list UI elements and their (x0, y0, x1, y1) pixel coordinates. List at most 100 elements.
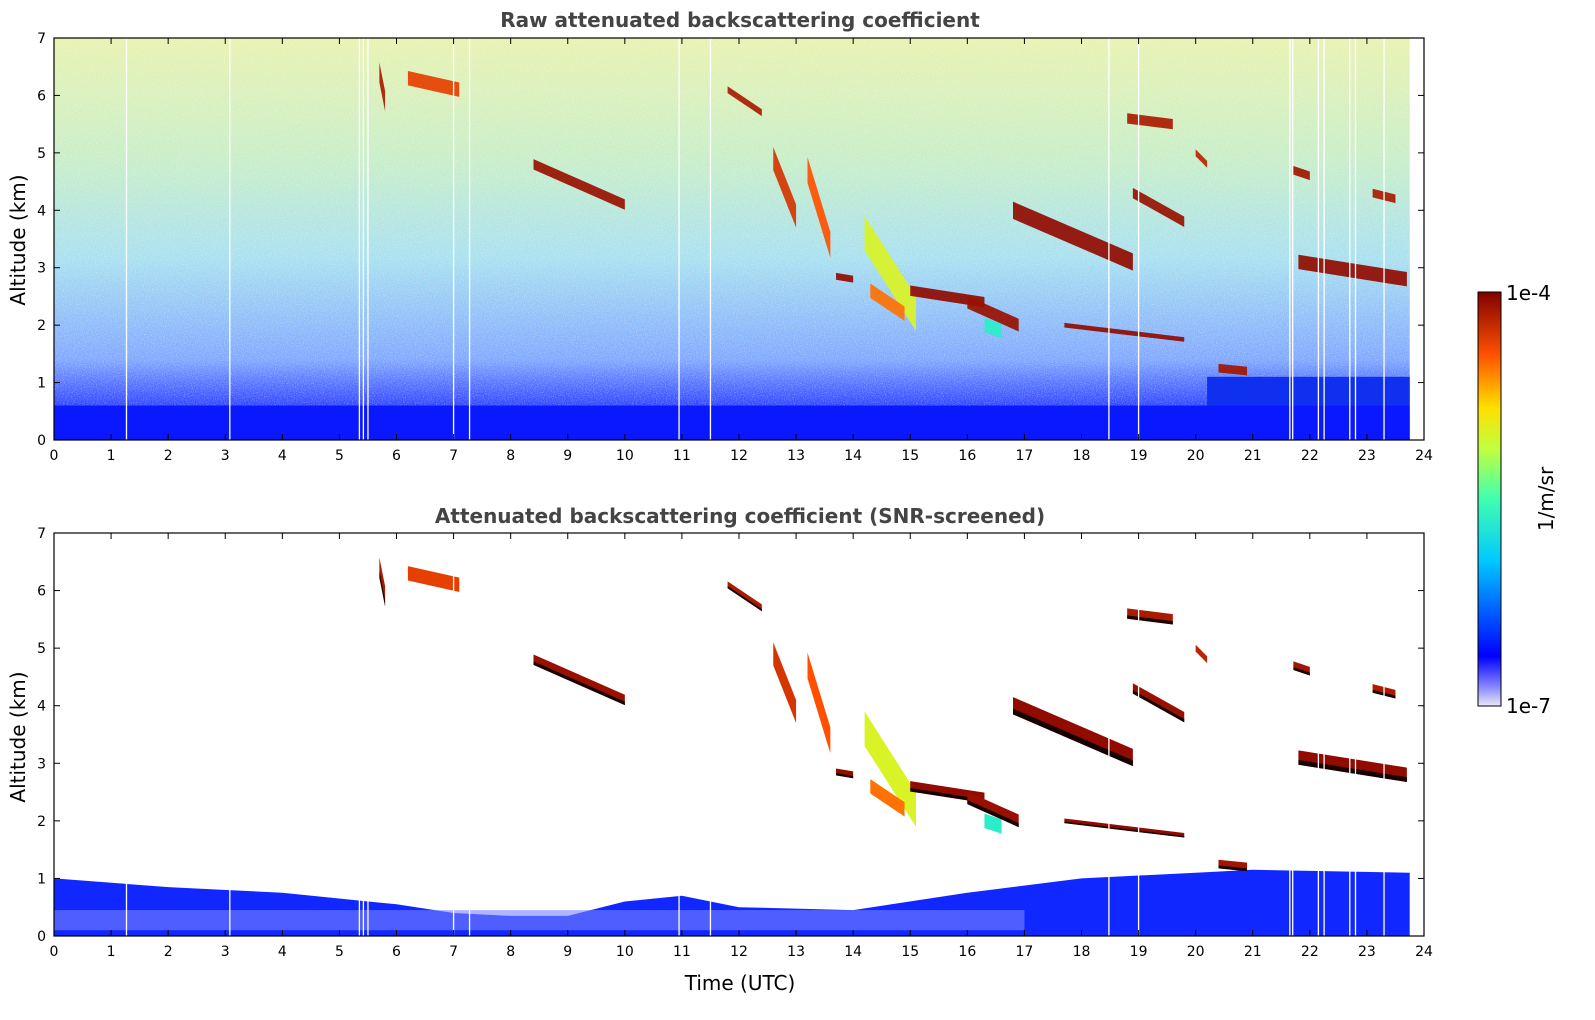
colorbar-min-label: 1e-7 (1506, 694, 1551, 718)
raw-x-ticks: 0 1 2 3 4 5 6 7 8 9 10 11 12 13 14 15 16 17 18 19 20 21 22 23 24 (50, 38, 1433, 464)
x-tick-label: 11 (673, 448, 691, 464)
x-tick-label: 8 (506, 944, 515, 960)
raw-high-cloud-b (407, 71, 460, 97)
y-tick-label: 1 (37, 871, 46, 887)
raw-backscatter-panel: Raw attenuated backscattering coefficien… (6, 8, 1433, 464)
screened-mid-cloud-c (984, 813, 1002, 834)
x-tick-label: 7 (449, 448, 458, 464)
raw-mid-cloud-a (910, 285, 985, 308)
screened-thin-layer-saturated (1064, 821, 1185, 838)
x-tick-label: 24 (1415, 448, 1433, 464)
x-tick-label: 17 (1016, 944, 1034, 960)
x-tick-label: 13 (787, 448, 805, 464)
screened-low-cloud-saturated (1218, 865, 1248, 872)
x-tick-label: 22 (1301, 448, 1319, 464)
screened-ice-cloud-band-saturated (533, 661, 625, 706)
x-tick-label: 10 (616, 448, 634, 464)
raw-mid-cloud-e (1132, 187, 1185, 227)
x-tick-label: 1 (107, 944, 116, 960)
x-tick-label: 16 (958, 944, 976, 960)
x-tick-label: 9 (563, 944, 572, 960)
x-tick-label: 0 (50, 944, 59, 960)
x-tick-label: 8 (506, 448, 515, 464)
x-tick-label: 23 (1358, 944, 1376, 960)
x-tick-label: 6 (392, 944, 401, 960)
x-tick-label: 3 (221, 448, 230, 464)
colorbar-gradient (1477, 291, 1502, 707)
x-tick-label: 0 (50, 448, 59, 464)
screened-virga-core (870, 779, 905, 817)
raw-virga-core (870, 283, 905, 321)
x-tick-label: 14 (844, 944, 862, 960)
screened-plot-area (53, 532, 1425, 937)
screened-mid-cloud-f-saturated (1298, 759, 1407, 782)
x-tick-label: 15 (901, 944, 919, 960)
x-tick-label: 11 (673, 944, 691, 960)
x-tick-label: 5 (335, 448, 344, 464)
raw-high-cloud-c (727, 86, 762, 117)
x-tick-label: 12 (730, 448, 748, 464)
x-tick-label: 2 (164, 448, 173, 464)
x-tick-label: 7 (449, 944, 458, 960)
x-tick-label: 9 (563, 448, 572, 464)
screened-fallstreak-b (807, 652, 831, 754)
screened-high-cloud-g (1195, 644, 1208, 664)
x-tick-label: 16 (958, 448, 976, 464)
x-tick-label: 3 (221, 944, 230, 960)
x-tick-label: 23 (1358, 448, 1376, 464)
screened-mid-cloud-e-saturated (1132, 690, 1185, 723)
x-tick-label: 1 (107, 448, 116, 464)
raw-small-cloud (836, 272, 854, 283)
x-tick-label: 15 (901, 448, 919, 464)
raw-fallstreak-b (807, 157, 831, 258)
x-tick-label: 20 (1187, 448, 1205, 464)
screened-high-cloud-b (407, 566, 460, 593)
raw-mid-cloud-b (967, 295, 1019, 332)
y-tick-label: 4 (37, 699, 46, 715)
screened-background (54, 533, 1424, 936)
raw-y-ticks: 0 1 2 3 4 5 6 7 (37, 31, 1424, 449)
x-tick-label: 18 (1073, 448, 1091, 464)
raw-high-cloud-e (1292, 165, 1310, 181)
x-tick-label: 17 (1016, 448, 1034, 464)
screened-mid-cloud-a-saturated (910, 788, 985, 804)
time-axis-label: Time (UTC) (684, 971, 796, 995)
no-data-strip (1409, 38, 1424, 440)
raw-high-cloud-a (379, 62, 386, 112)
raw-mid-cloud-d (1013, 201, 1133, 271)
x-tick-label: 24 (1415, 944, 1433, 960)
y-tick-label: 5 (37, 146, 46, 162)
y-tick-label: 6 (37, 584, 46, 600)
y-tick-label: 3 (37, 261, 46, 277)
boundary-layer-deep (1207, 376, 1410, 406)
raw-mid-cloud-f (1298, 254, 1407, 287)
x-tick-label: 22 (1301, 944, 1319, 960)
noise-speckle (54, 38, 1424, 440)
raw-virga (864, 216, 916, 331)
x-tick-label: 4 (278, 944, 287, 960)
raw-low-cloud (1218, 363, 1248, 376)
x-tick-label: 6 (392, 448, 401, 464)
screened-y-ticks: 0 1 2 3 4 5 6 7 (37, 526, 1424, 945)
y-tick-label: 2 (37, 814, 46, 830)
colorbar-max-label: 1e-4 (1506, 281, 1551, 305)
x-tick-label: 18 (1073, 944, 1091, 960)
screened-x-ticks: 0 1 2 3 4 5 6 7 8 9 10 11 12 13 14 15 16 17 18 19 20 21 22 23 24 (50, 533, 1433, 960)
x-tick-label: 19 (1130, 448, 1148, 464)
screened-high-cloud-e-saturated (1292, 666, 1310, 676)
x-tick-label: 19 (1130, 944, 1148, 960)
screened-y-axis-label: Altitude (km) (6, 671, 30, 802)
y-tick-label: 4 (37, 203, 46, 219)
raw-panel-title: Raw attenuated backscattering coefficien… (500, 8, 980, 32)
screened-fallstreak-a (773, 642, 797, 723)
screened-mid-cloud-b-saturated (967, 799, 1019, 828)
boundary-layer (54, 405, 1410, 440)
screened-mid-cloud-d-saturated (1013, 708, 1133, 767)
x-tick-label: 14 (844, 448, 862, 464)
y-tick-label: 0 (37, 929, 46, 945)
y-tick-label: 3 (37, 756, 46, 772)
x-tick-label: 21 (1244, 944, 1262, 960)
y-tick-label: 0 (37, 433, 46, 449)
y-tick-label: 6 (37, 88, 46, 104)
